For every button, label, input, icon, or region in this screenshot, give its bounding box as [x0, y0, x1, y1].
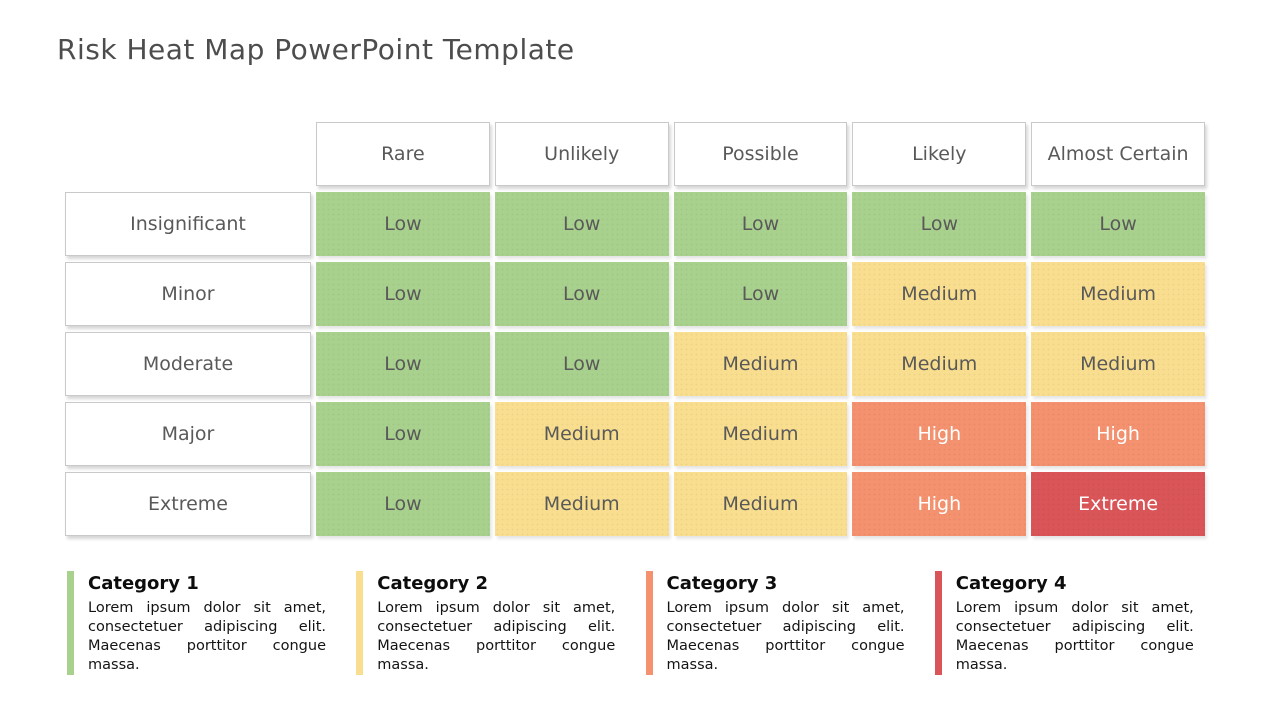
risk-cell-extreme-rare: Low	[316, 472, 490, 536]
risk-cell-moderate-almost-certain: Medium	[1031, 332, 1205, 396]
column-header-rare: Rare	[316, 122, 490, 186]
risk-cell-minor-almost-certain: Medium	[1031, 262, 1205, 326]
column-header-likely: Likely	[852, 122, 1027, 186]
risk-cell-extreme-unlikely: Medium	[494, 472, 669, 536]
column-header-unlikely: Unlikely	[494, 122, 669, 186]
risk-cell-major-likely: High	[852, 402, 1027, 466]
category-body: Category 1 Lorem ipsum dolor sit amet, co…	[88, 571, 326, 675]
risk-cell-minor-possible: Low	[673, 262, 848, 326]
risk-cell-moderate-unlikely: Low	[494, 332, 669, 396]
category-body: Category 3 Lorem ipsum dolor sit amet, co…	[667, 571, 905, 675]
risk-cell-insignificant-almost-certain: Low	[1031, 192, 1205, 256]
category-title: Category 2	[377, 573, 489, 594]
risk-cell-major-almost-certain: High	[1031, 402, 1205, 466]
risk-cell-moderate-rare: Low	[316, 332, 490, 396]
row-header-minor: Minor	[65, 262, 311, 326]
row-header-moderate: Moderate	[65, 332, 311, 396]
category-body: Category 4 Lorem ipsum dolor sit amet, co…	[956, 571, 1194, 675]
column-header-possible: Possible	[673, 122, 848, 186]
column-header-almost-certain: Almost Certain	[1031, 122, 1205, 186]
row-header-major: Major	[65, 402, 311, 466]
category-block-3: Category 3 Lorem ipsum dolor sit amet, co…	[645, 571, 926, 675]
risk-cell-major-unlikely: Medium	[494, 402, 669, 466]
category-title: Category 4	[955, 573, 1067, 594]
category-description: Lorem ipsum dolor sit amet, consectetuer…	[955, 600, 1194, 673]
category-description: Lorem ipsum dolor sit amet, consectetuer…	[377, 600, 616, 673]
risk-cell-insignificant-possible: Low	[673, 192, 848, 256]
row-header-extreme: Extreme	[65, 472, 311, 536]
risk-cell-minor-likely: Medium	[852, 262, 1027, 326]
risk-heatmap-matrix: Rare Unlikely Possible Likely Almost Certain…	[65, 122, 1205, 536]
risk-cell-minor-unlikely: Low	[494, 262, 669, 326]
risk-cell-extreme-almost-certain: Extreme	[1031, 472, 1205, 536]
risk-cell-insignificant-likely: Low	[852, 192, 1027, 256]
category-color-bar	[645, 571, 653, 675]
category-color-bar	[67, 571, 74, 675]
category-block-2: Category 2 Lorem ipsum dolor sit amet, co…	[356, 571, 636, 675]
category-body: Category 2 Lorem ipsum dolor sit amet, co…	[377, 571, 615, 675]
category-description: Lorem ipsum dolor sit amet, consectetuer…	[88, 600, 326, 673]
risk-cell-insignificant-unlikely: Low	[494, 192, 669, 256]
category-title: Category 3	[666, 573, 778, 594]
risk-cell-insignificant-rare: Low	[316, 192, 490, 256]
risk-cell-moderate-likely: Medium	[852, 332, 1027, 396]
risk-cell-extreme-possible: Medium	[673, 472, 848, 536]
category-title: Category 1	[88, 573, 199, 594]
category-color-bar	[934, 571, 942, 675]
category-block-1: Category 1 Lorem ipsum dolor sit amet, co…	[67, 571, 347, 675]
matrix-corner-spacer	[65, 122, 311, 186]
category-color-bar	[356, 571, 364, 675]
row-header-insignificant: Insignificant	[65, 192, 311, 256]
category-legend: Category 1 Lorem ipsum dolor sit amet, co…	[67, 571, 1215, 675]
risk-cell-major-possible: Medium	[673, 402, 848, 466]
risk-cell-major-rare: Low	[316, 402, 490, 466]
risk-cell-extreme-likely: High	[852, 472, 1027, 536]
risk-cell-moderate-possible: Medium	[673, 332, 848, 396]
category-block-4: Category 4 Lorem ipsum dolor sit amet, co…	[934, 571, 1215, 675]
page-title: Risk Heat Map PowerPoint Template	[57, 33, 575, 66]
risk-cell-minor-rare: Low	[316, 262, 490, 326]
category-description: Lorem ipsum dolor sit amet, consectetuer…	[666, 600, 905, 673]
